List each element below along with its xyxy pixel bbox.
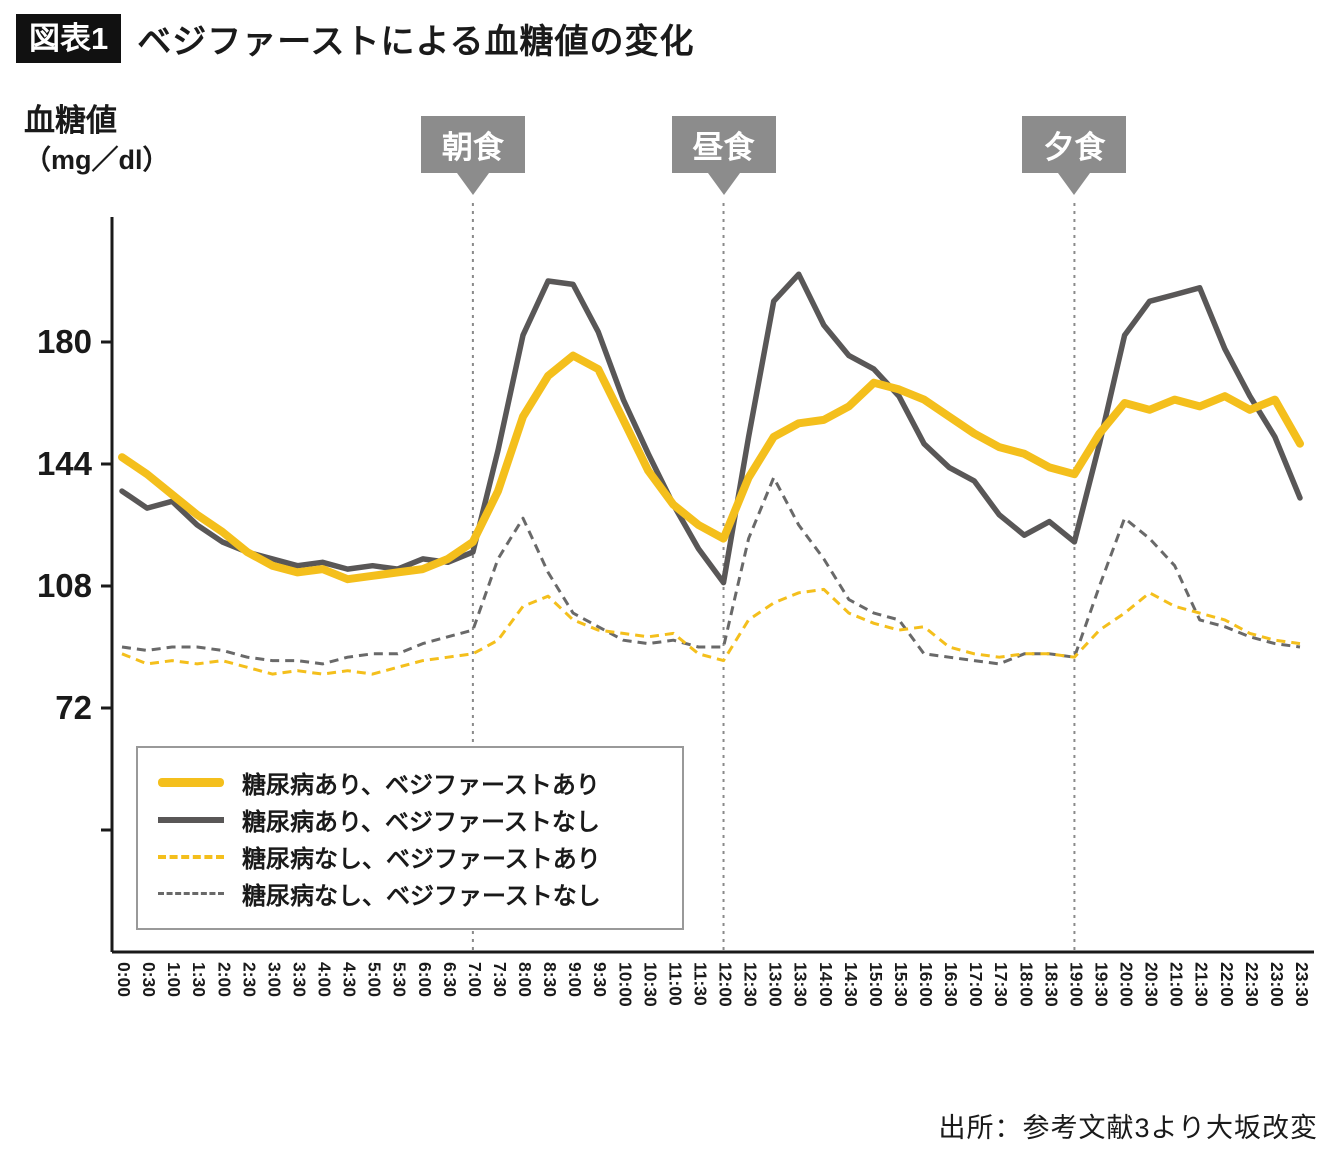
svg-text:12:30: 12:30: [741, 962, 761, 1007]
svg-text:14:00: 14:00: [816, 962, 836, 1007]
svg-text:19:00: 19:00: [1066, 962, 1086, 1007]
svg-text:9:30: 9:30: [590, 962, 610, 997]
meal-badge-lunch-label: 昼食: [692, 130, 755, 165]
svg-text:20:00: 20:00: [1117, 962, 1137, 1007]
svg-text:7:30: 7:30: [490, 962, 510, 997]
y-axis-title: 血糖値 （mg／dl）: [24, 100, 170, 178]
y-axis-title-line2: （mg／dl）: [24, 144, 170, 175]
svg-text:5:30: 5:30: [390, 962, 410, 997]
svg-text:10:00: 10:00: [615, 962, 635, 1007]
svg-text:17:30: 17:30: [991, 962, 1011, 1007]
svg-text:108: 108: [37, 567, 92, 604]
svg-text:23:00: 23:00: [1267, 962, 1287, 1007]
svg-text:0:00: 0:00: [114, 962, 134, 997]
svg-text:13:30: 13:30: [791, 962, 811, 1007]
svg-text:8:00: 8:00: [515, 962, 535, 997]
svg-text:20:30: 20:30: [1142, 962, 1162, 1007]
svg-text:0:30: 0:30: [139, 962, 159, 997]
svg-text:72: 72: [55, 689, 92, 726]
svg-text:4:00: 4:00: [315, 962, 335, 997]
legend-item-diabetes-vegefirst: 糖尿病あり、ベジファーストあり: [158, 764, 672, 801]
legend-label: 糖尿病なし、ベジファーストあり: [242, 846, 601, 873]
svg-text:18:00: 18:00: [1016, 962, 1036, 1007]
legend-item-no-diabetes-vegefirst: 糖尿病なし、ベジファーストあり: [158, 838, 672, 875]
svg-text:144: 144: [37, 445, 93, 482]
source-credit: 出所：参考文献3より大坂改変: [938, 1113, 1318, 1143]
svg-text:5:00: 5:00: [365, 962, 385, 997]
svg-text:22:30: 22:30: [1242, 962, 1262, 1007]
legend-label: 糖尿病なし、ベジファーストなし: [242, 883, 601, 910]
svg-text:1:00: 1:00: [164, 962, 184, 997]
svg-text:3:00: 3:00: [264, 962, 284, 997]
legend-label: 糖尿病あり、ベジファーストなし: [242, 809, 600, 836]
svg-text:13:00: 13:00: [766, 962, 786, 1007]
svg-text:23:30: 23:30: [1292, 962, 1312, 1007]
legend-label: 糖尿病あり、ベジファーストあり: [242, 772, 600, 799]
svg-text:15:00: 15:00: [866, 962, 886, 1007]
svg-text:3:30: 3:30: [289, 962, 309, 997]
svg-text:14:30: 14:30: [841, 962, 861, 1007]
svg-text:2:30: 2:30: [239, 962, 259, 997]
meal-badge-dinner: 夕食: [1022, 116, 1127, 173]
svg-text:2:00: 2:00: [214, 962, 234, 997]
svg-text:9:00: 9:00: [565, 962, 585, 997]
svg-text:16:30: 16:30: [941, 962, 961, 1007]
svg-text:17:00: 17:00: [966, 962, 986, 1007]
legend-line-sample-yellow-solid: [158, 778, 224, 787]
legend-line-sample-gray-dashed: [158, 892, 224, 895]
svg-text:6:00: 6:00: [415, 962, 435, 997]
meal-badge-breakfast: 朝食: [420, 116, 525, 173]
svg-text:21:00: 21:00: [1167, 962, 1187, 1007]
svg-text:7:00: 7:00: [465, 962, 485, 997]
svg-text:4:30: 4:30: [340, 962, 360, 997]
figure-header: 図表1 ベジファーストによる血糖値の変化: [16, 14, 695, 64]
legend-item-no-diabetes-no-vegefirst: 糖尿病なし、ベジファーストなし: [158, 875, 672, 912]
meal-badge-dinner-label: 夕食: [1043, 130, 1106, 165]
svg-text:21:30: 21:30: [1192, 962, 1212, 1007]
meal-badge-lunch: 昼食: [671, 116, 776, 173]
svg-text:6:30: 6:30: [440, 962, 460, 997]
svg-text:19:30: 19:30: [1091, 962, 1111, 1007]
meal-badge-breakfast-label: 朝食: [441, 130, 504, 165]
svg-text:12:00: 12:00: [716, 962, 736, 1007]
svg-text:22:00: 22:00: [1217, 962, 1237, 1007]
svg-text:18:30: 18:30: [1041, 962, 1061, 1007]
svg-text:16:00: 16:00: [916, 962, 936, 1007]
figure-title: ベジファーストによる血糖値の変化: [137, 23, 695, 62]
legend-item-diabetes-no-vegefirst: 糖尿病あり、ベジファーストなし: [158, 801, 672, 838]
legend-line-sample-gray-solid: [158, 816, 224, 823]
svg-text:11:30: 11:30: [690, 962, 710, 1006]
legend: 糖尿病あり、ベジファーストあり 糖尿病あり、ベジファーストなし 糖尿病なし、ベジ…: [136, 746, 684, 930]
svg-text:10:30: 10:30: [640, 962, 660, 1007]
figure-number-badge: 図表1: [16, 14, 122, 64]
y-axis-title-line1: 血糖値: [24, 103, 117, 138]
svg-text:180: 180: [37, 323, 92, 360]
legend-line-sample-yellow-dashed: [158, 854, 224, 859]
svg-text:1:30: 1:30: [189, 962, 209, 997]
svg-text:15:30: 15:30: [891, 962, 911, 1007]
svg-text:11:00: 11:00: [665, 962, 685, 1006]
svg-text:8:30: 8:30: [540, 962, 560, 997]
